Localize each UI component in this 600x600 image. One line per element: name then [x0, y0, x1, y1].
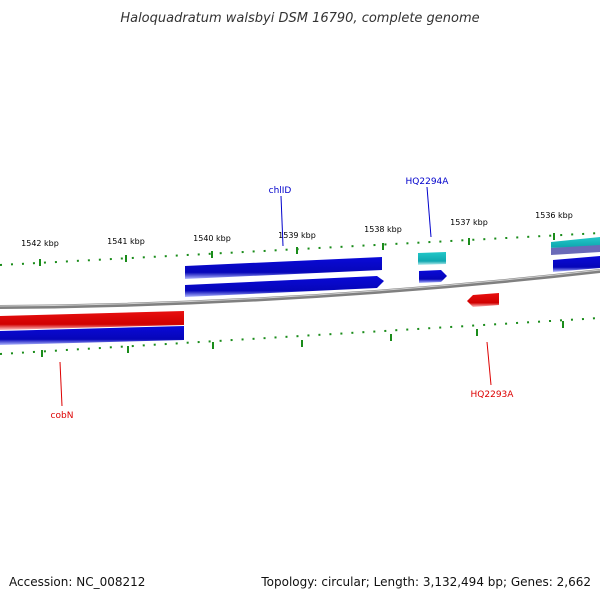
gene-leader-line: [426, 186, 432, 238]
tick-label: 1537 kbp: [450, 218, 488, 227]
reverse-cds-bar: [0, 311, 184, 330]
tick-label: 1540 kbp: [193, 234, 231, 243]
forward-cds-arrow: [185, 276, 384, 297]
genome-backbone: [0, 269, 600, 309]
rna-feature: [418, 252, 446, 265]
gene-leader-line: [486, 341, 492, 386]
tick-marks-lower: [41, 321, 564, 357]
accession-text: Accession: NC_008212: [9, 575, 145, 589]
tick-label: 1539 kbp: [278, 231, 316, 240]
gene-label-hq2294a: HQ2294A: [406, 177, 450, 187]
tick-label: 1538 kbp: [364, 225, 402, 234]
forward-cds-bar: [185, 257, 382, 279]
tick-track-upper: [0, 232, 600, 266]
rna-feature: [551, 245, 600, 255]
reverse-cds-arrow: [467, 293, 499, 307]
gene-label-hq2293a: HQ2293A: [471, 390, 515, 400]
gene-label-chlid: chlID: [269, 186, 292, 196]
gene-leader-line: [280, 195, 284, 247]
gene-label-cobn: cobN: [51, 411, 74, 421]
map-title: Haloquadratum walsbyi DSM 16790, complet…: [120, 11, 479, 26]
gene-leader-line: [59, 361, 63, 407]
tick-marks-upper: [39, 233, 555, 266]
forward-cds-bar: [0, 326, 184, 345]
tick-label: 1536 kbp: [535, 211, 573, 220]
forward-cds-arrow: [419, 270, 447, 283]
forward-cds-bar: [553, 256, 600, 272]
tick-label: 1541 kbp: [107, 237, 145, 246]
tick-track-lower: [0, 317, 600, 355]
tick-label: 1542 kbp: [21, 239, 59, 248]
genome-backbone-highlight: [0, 269, 600, 307]
topology-text: Topology: circular; Length: 3,132,494 bp…: [260, 575, 591, 589]
